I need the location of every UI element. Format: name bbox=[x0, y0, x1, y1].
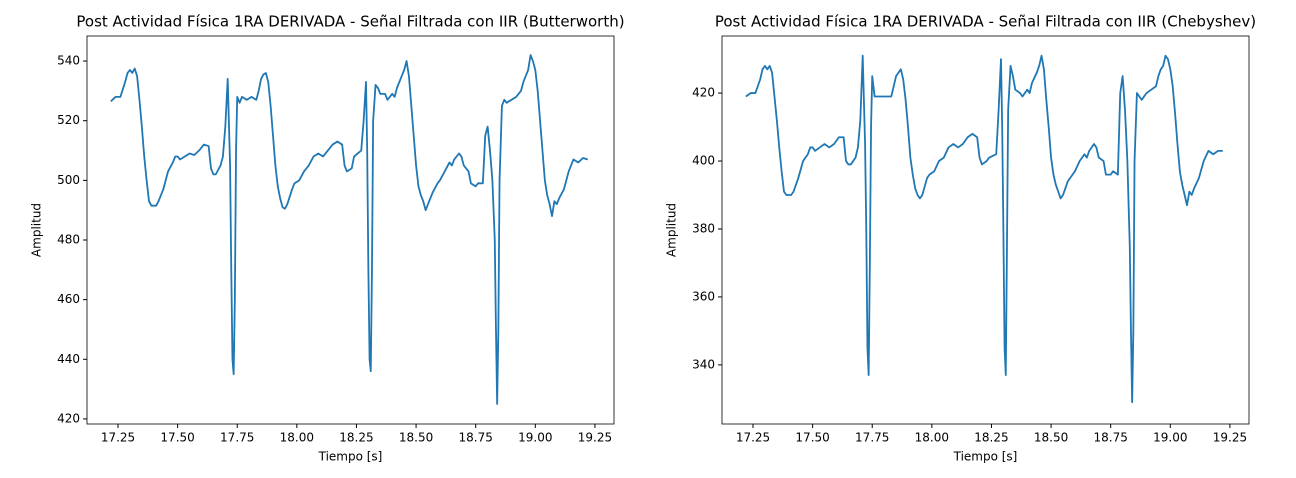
x-tick-label: 19.00 bbox=[518, 431, 552, 445]
y-tick-label: 360 bbox=[692, 289, 715, 303]
x-tick-label: 17.75 bbox=[855, 431, 889, 445]
x-tick-label: 18.25 bbox=[339, 431, 373, 445]
y-tick-label: 460 bbox=[57, 292, 80, 306]
x-tick-label: 19.25 bbox=[1213, 431, 1247, 445]
y-tick-label: 540 bbox=[57, 54, 80, 68]
x-axis-label: Tiempo [s] bbox=[318, 450, 383, 464]
y-tick-label: 420 bbox=[692, 86, 715, 100]
x-tick-label: 18.50 bbox=[1034, 431, 1068, 445]
x-tick-label: 17.25 bbox=[101, 431, 135, 445]
axes-frame bbox=[86, 35, 615, 425]
x-tick-label: 18.50 bbox=[399, 431, 433, 445]
x-axis-label: Tiempo [s] bbox=[953, 450, 1018, 464]
subplot: Post Actividad Física 1RA DERIVADA - Señ… bbox=[30, 13, 625, 464]
y-axis-label: Amplitud bbox=[30, 203, 44, 257]
x-tick-label: 18.25 bbox=[974, 431, 1008, 445]
x-tick-label: 17.75 bbox=[220, 431, 254, 445]
y-tick-label: 500 bbox=[57, 173, 80, 187]
x-tick-label: 18.00 bbox=[915, 431, 949, 445]
x-tick-label: 17.50 bbox=[160, 431, 194, 445]
data-line bbox=[110, 54, 589, 405]
y-tick-label: 340 bbox=[692, 357, 715, 371]
x-tick-label: 17.25 bbox=[736, 431, 770, 445]
x-tick-label: 19.00 bbox=[1153, 431, 1187, 445]
axes-frame bbox=[721, 35, 1250, 425]
x-tick-label: 19.25 bbox=[578, 431, 612, 445]
subplot: Post Actividad Física 1RA DERIVADA - Señ… bbox=[665, 13, 1257, 464]
data-line bbox=[745, 54, 1223, 404]
y-axis-label: Amplitud bbox=[665, 203, 679, 257]
x-tick-label: 17.50 bbox=[795, 431, 829, 445]
y-tick-label: 420 bbox=[57, 411, 80, 425]
x-tick-label: 18.00 bbox=[280, 431, 314, 445]
x-tick-label: 18.75 bbox=[1094, 431, 1128, 445]
y-tick-label: 520 bbox=[57, 113, 80, 127]
y-tick-label: 440 bbox=[57, 352, 80, 366]
chart-title: Post Actividad Física 1RA DERIVADA - Señ… bbox=[76, 13, 624, 31]
y-tick-label: 480 bbox=[57, 232, 80, 246]
y-tick-label: 380 bbox=[692, 221, 715, 235]
y-tick-label: 400 bbox=[692, 154, 715, 168]
x-tick-label: 18.75 bbox=[459, 431, 493, 445]
chart-title: Post Actividad Física 1RA DERIVADA - Señ… bbox=[715, 13, 1256, 31]
